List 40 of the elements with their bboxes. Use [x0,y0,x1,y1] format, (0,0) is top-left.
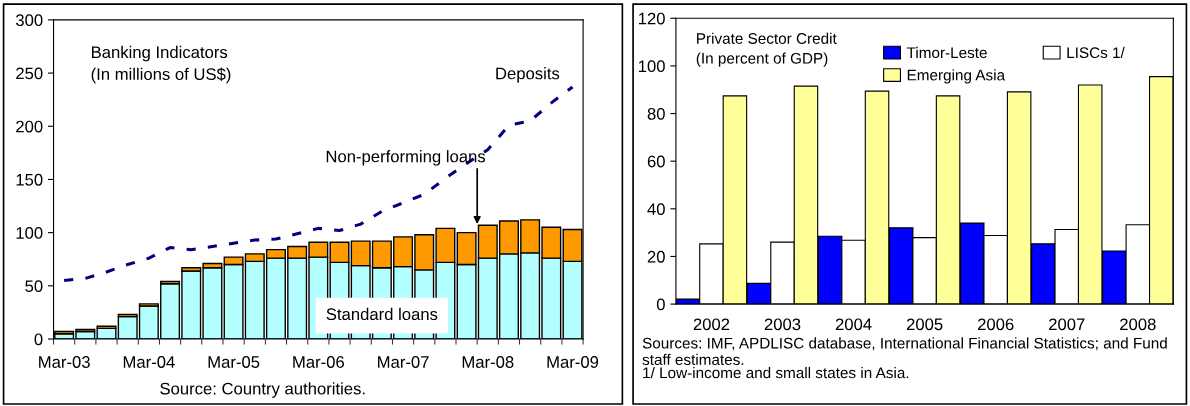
x-tick-label: Mar-03 [39,356,90,368]
x-tick-label: 2004 [835,318,872,331]
y-tick-label: 0 [656,298,665,311]
x-tick-label: Mar-08 [462,356,514,368]
text: Non-performing loans [326,150,486,166]
x-tick-label: Mar-06 [293,356,344,368]
y-tick-label: 0 [34,333,43,346]
x-tick-label: Mar-07 [378,356,429,368]
series-label: Deposits [496,67,560,83]
x-tick-label: 2008 [1120,318,1156,331]
y-tick-label: 60 [647,155,665,168]
legend-label: LISCs 1/ [1067,46,1125,59]
text: Banking Indicators (In millions of US$) [91,45,231,84]
y-tick-label: 100 [16,227,43,239]
x-tick-label: 2007 [1049,318,1085,331]
text: 1/ Low-income and small states in Asia. [643,367,909,379]
y-tick-label: 300 [15,14,43,27]
text: Private Sector Credit (In percent of GDP) [696,32,837,67]
legend-label: Timor-Leste [906,46,987,59]
y-tick-label: 150 [16,173,43,186]
y-tick-label: 250 [16,67,43,80]
series-label: Standard loans [326,307,438,321]
line-series [62,85,575,283]
x-tick-label: Mar-04 [123,356,175,368]
x-tick-label: 2003 [764,318,801,331]
x-tick-label: Mar-05 [208,356,260,368]
y-tick-label: 200 [16,120,43,133]
source-note: Source: Country authorities. [160,382,365,398]
x-tick-label: 2006 [977,318,1014,331]
y-tick-label: 20 [647,250,665,263]
y-tick-label: 100 [638,60,665,73]
source-note: Sources: IMF, APDLISC database, International Financial Statistics; and Fund staff estimates. [642,337,1167,366]
y-tick-label: 40 [647,203,665,216]
y-tick-label: 120 [638,12,665,25]
x-tick-label: 2005 [906,318,943,331]
x-tick-label: 2002 [693,318,730,331]
y-tick-label: 80 [647,107,665,120]
legend-label: Emerging Asia [907,69,1006,84]
y-tick-label: 50 [25,280,43,293]
x-tick-label: Mar-09 [547,356,599,368]
